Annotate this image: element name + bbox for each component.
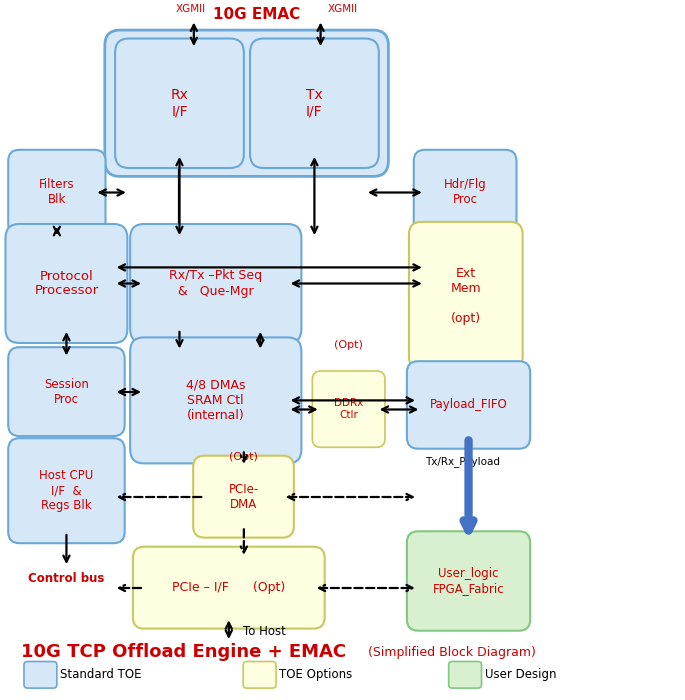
Text: (Simplified Block Diagram): (Simplified Block Diagram) xyxy=(360,646,536,659)
Text: Control bus: Control bus xyxy=(28,572,105,585)
Text: To Host: To Host xyxy=(243,625,286,638)
Text: Rx
I/F: Rx I/F xyxy=(171,88,188,118)
Text: TOE Options: TOE Options xyxy=(279,668,353,681)
Text: Hdr/Flg
Proc: Hdr/Flg Proc xyxy=(444,178,486,206)
Text: Rx/Tx –Pkt Seq
&   Que-Mgr: Rx/Tx –Pkt Seq & Que-Mgr xyxy=(169,270,262,298)
Text: (Opt): (Opt) xyxy=(334,340,363,350)
FancyBboxPatch shape xyxy=(250,38,379,168)
Text: (Opt): (Opt) xyxy=(229,452,258,462)
FancyBboxPatch shape xyxy=(8,347,125,436)
FancyBboxPatch shape xyxy=(409,222,523,370)
FancyBboxPatch shape xyxy=(312,371,385,447)
Text: 10G EMAC: 10G EMAC xyxy=(213,8,301,22)
Text: Standard TOE: Standard TOE xyxy=(60,668,142,681)
FancyBboxPatch shape xyxy=(8,438,125,543)
Text: XGMII: XGMII xyxy=(327,4,358,14)
FancyBboxPatch shape xyxy=(105,30,388,176)
Text: DDRx
Ctlr: DDRx Ctlr xyxy=(334,398,363,420)
Text: User Design: User Design xyxy=(485,668,556,681)
Text: Tx/Rx_Payload: Tx/Rx_Payload xyxy=(425,456,499,468)
Text: Protocol
Processor: Protocol Processor xyxy=(34,270,99,298)
FancyBboxPatch shape xyxy=(407,361,530,449)
FancyBboxPatch shape xyxy=(8,150,105,235)
Text: Tx
I/F: Tx I/F xyxy=(306,88,323,118)
FancyBboxPatch shape xyxy=(407,531,530,631)
FancyBboxPatch shape xyxy=(130,224,301,343)
FancyBboxPatch shape xyxy=(115,38,244,168)
Text: 4/8 DMAs
SRAM Ctl
(internal): 4/8 DMAs SRAM Ctl (internal) xyxy=(186,379,245,422)
FancyBboxPatch shape xyxy=(24,662,57,688)
FancyBboxPatch shape xyxy=(449,662,482,688)
FancyBboxPatch shape xyxy=(5,224,127,343)
Text: Payload_FIFO: Payload_FIFO xyxy=(429,398,508,412)
Text: PCIe-
DMA: PCIe- DMA xyxy=(228,483,259,511)
Text: Filters
Blk: Filters Blk xyxy=(39,178,75,206)
FancyBboxPatch shape xyxy=(243,662,276,688)
Text: 10G TCP Offload Engine + EMAC: 10G TCP Offload Engine + EMAC xyxy=(21,643,346,662)
Text: User_logic
FPGA_Fabric: User_logic FPGA_Fabric xyxy=(433,567,504,595)
Text: Ext
Mem

(opt): Ext Mem (opt) xyxy=(451,267,481,325)
Text: XGMII: XGMII xyxy=(175,4,206,14)
FancyBboxPatch shape xyxy=(133,547,325,629)
Text: Session
Proc: Session Proc xyxy=(44,378,89,405)
FancyBboxPatch shape xyxy=(414,150,516,235)
Text: Host CPU
I/F  &
Regs Blk: Host CPU I/F & Regs Blk xyxy=(39,469,94,512)
FancyBboxPatch shape xyxy=(193,456,294,538)
Text: PCIe – I/F      (Opt): PCIe – I/F (Opt) xyxy=(172,581,286,594)
FancyBboxPatch shape xyxy=(130,337,301,463)
